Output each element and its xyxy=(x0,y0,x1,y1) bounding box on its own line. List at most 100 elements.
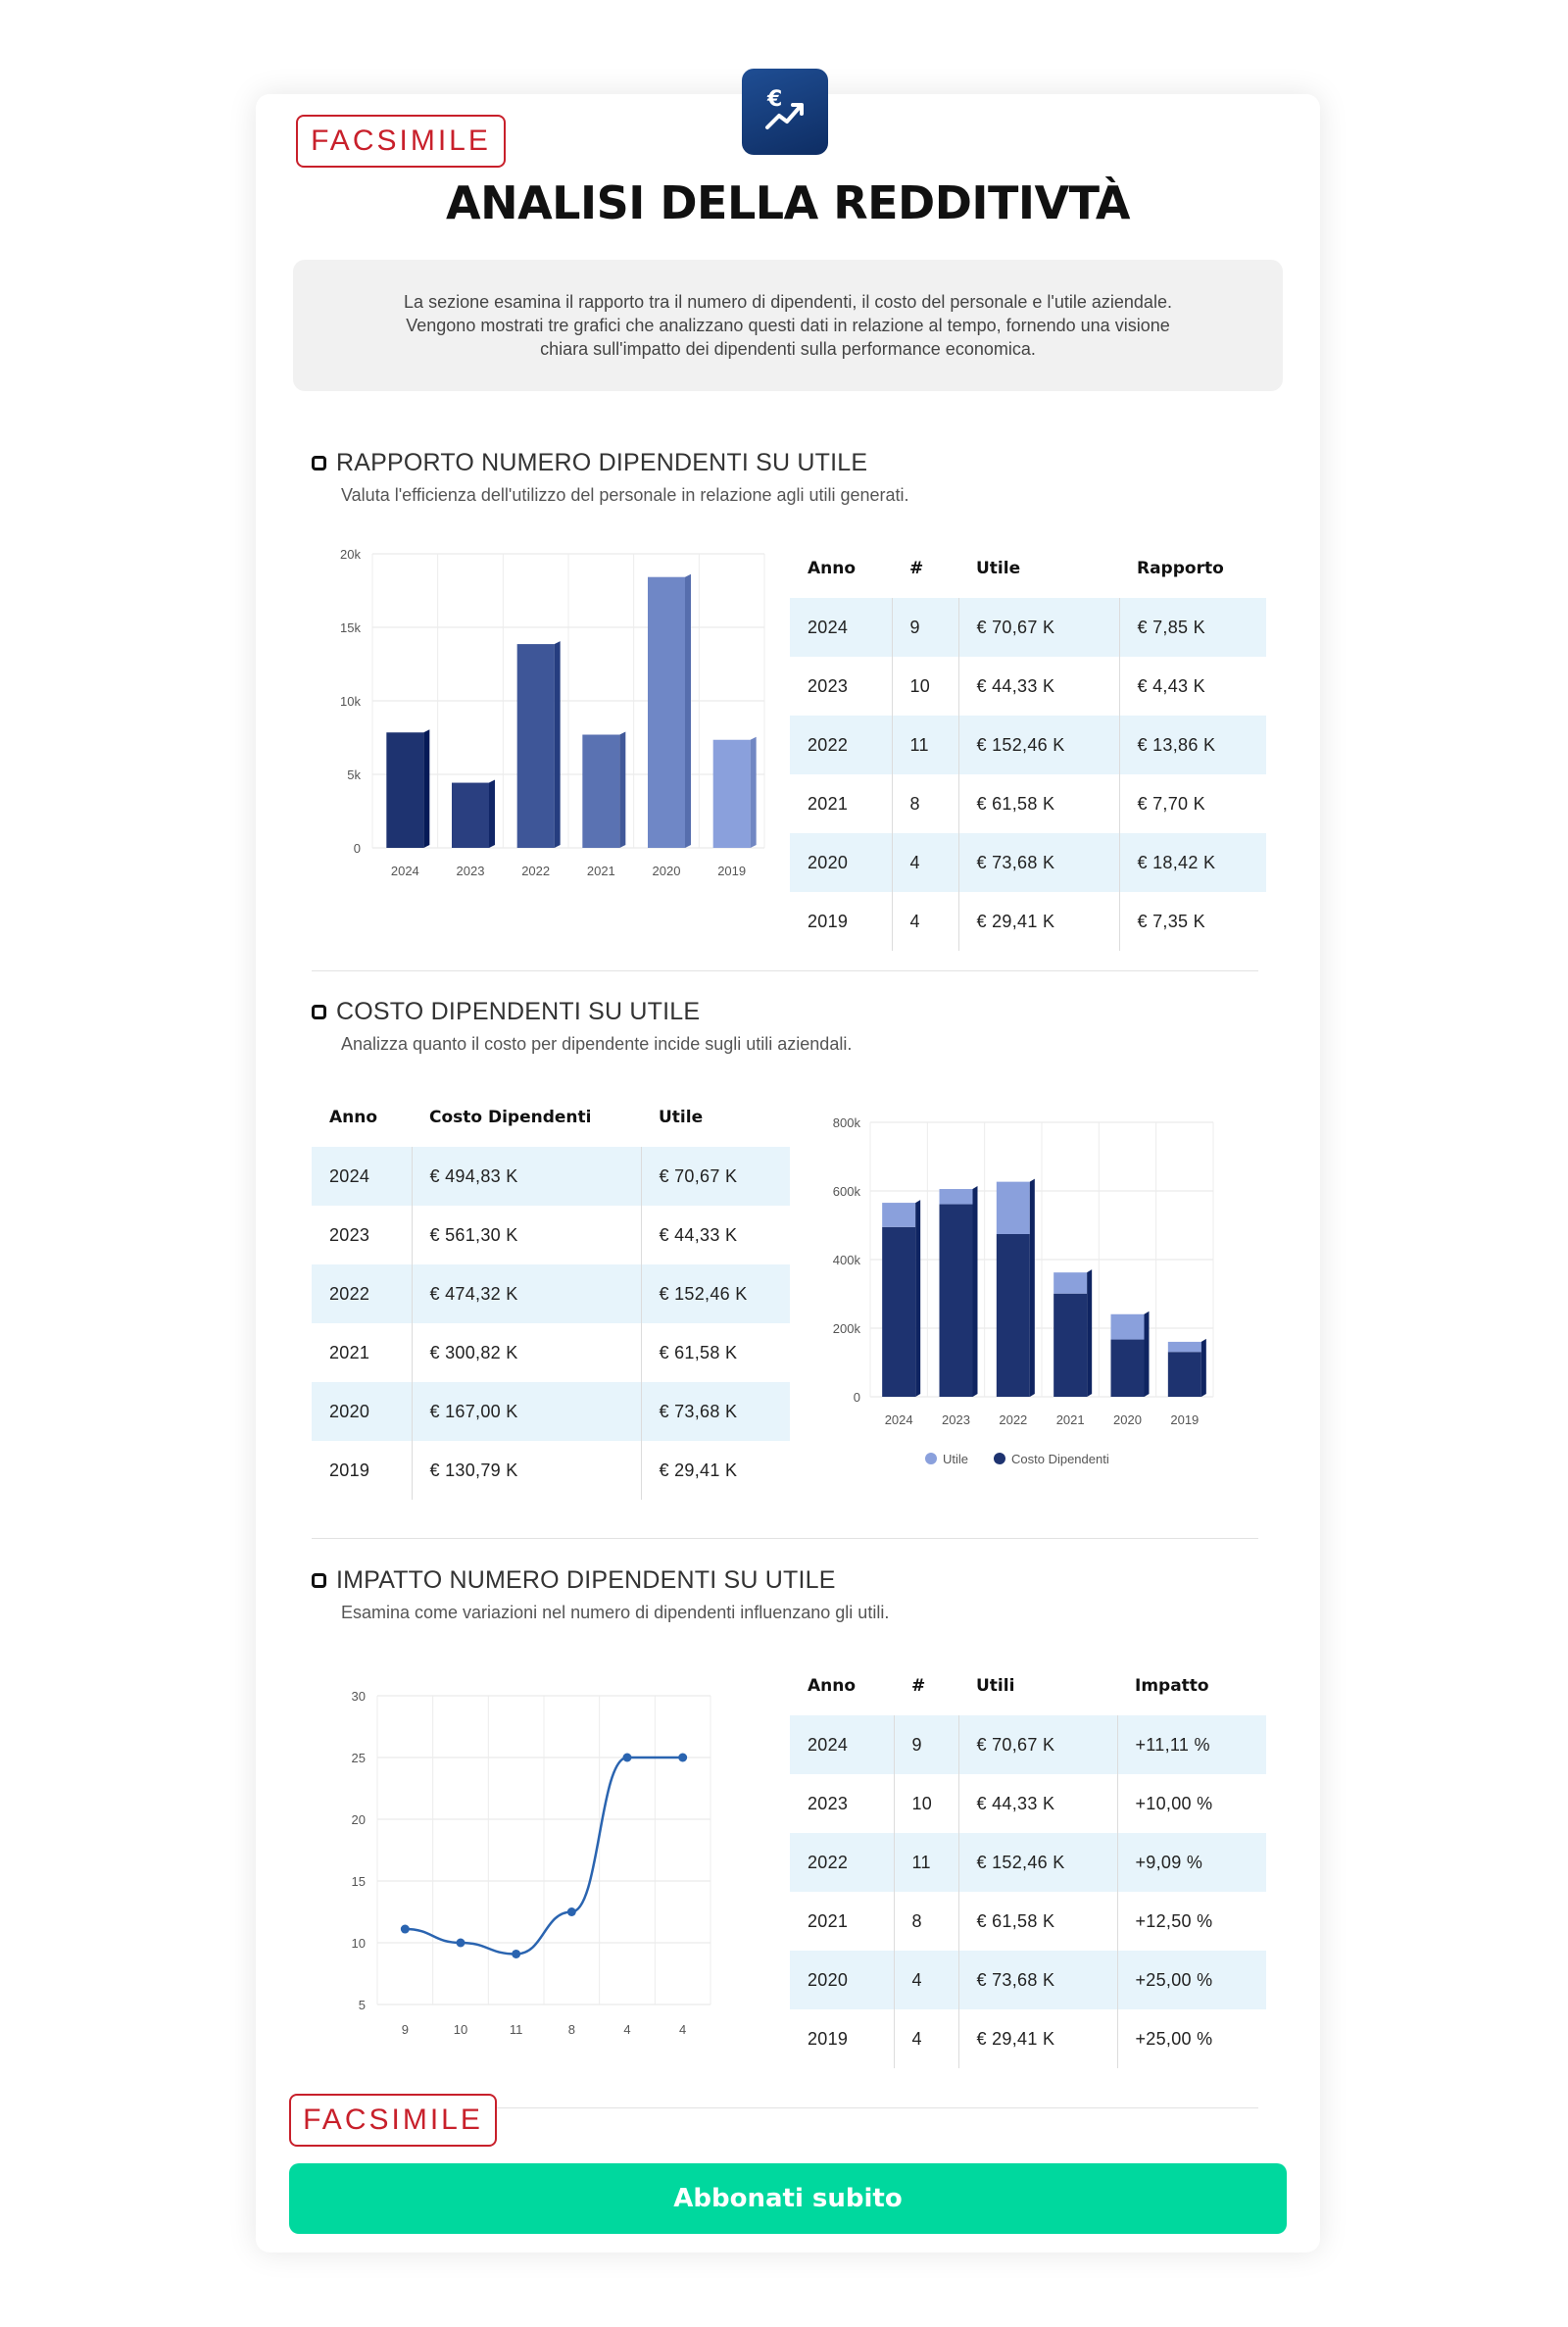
header-utile: Utile xyxy=(659,1108,704,1127)
bar-side xyxy=(915,1200,921,1397)
y-tick-label: 15k xyxy=(340,620,361,635)
table-cell: € 152,46 K xyxy=(957,716,1119,774)
bar-side xyxy=(554,641,561,848)
table-cell: € 44,33 K xyxy=(957,657,1119,716)
table-row: 2024 € 494,83 K € 70,67 K xyxy=(312,1147,790,1206)
table-cell: 4 xyxy=(893,1951,958,2009)
bar-side xyxy=(1087,1269,1093,1397)
table-cell: 11 xyxy=(893,1833,958,1892)
table-row: 2023 € 561,30 K € 44,33 K xyxy=(312,1206,790,1264)
table-header-row: Anno Costo Dipendenti Utile xyxy=(312,1088,790,1147)
header-costo-dipendenti: Costo Dipendenti xyxy=(429,1108,592,1127)
legend-marker-costo xyxy=(994,1453,1005,1464)
bar-side xyxy=(972,1186,978,1397)
table-header-row: Anno # Utili Impatto xyxy=(790,1657,1266,1715)
bar-side xyxy=(1029,1178,1035,1397)
square-bullet-icon xyxy=(312,456,326,470)
bar-side xyxy=(423,729,430,848)
table-cell: 2019 xyxy=(808,2028,849,2049)
table-cell: € 7,35 K xyxy=(1118,892,1266,951)
section-header-impatto: IMPATTO NUMERO DIPENDENTI SU UTILE xyxy=(312,1566,836,1595)
bar-costo-dipendenti xyxy=(1054,1293,1088,1397)
section-divider xyxy=(312,1538,1258,1539)
x-tick-label: 10 xyxy=(454,2022,467,2037)
bar-chart-rapporto: 0 5k 10k 15k 20k 2024 2023 2022 2021 2020 2019 xyxy=(340,547,765,878)
y-tick-label: 600k xyxy=(833,1184,861,1199)
table-cell: € 130,79 K xyxy=(411,1441,641,1500)
x-tick-label: 2021 xyxy=(1056,1412,1085,1427)
table-cell: € 18,42 K xyxy=(1118,833,1266,892)
table-cell: € 561,30 K xyxy=(411,1206,641,1264)
table-cell: 2024 xyxy=(790,1715,894,1774)
section-divider xyxy=(312,2107,1258,2108)
table-row: 2023 10 € 44,33 K +10,00 % xyxy=(790,1774,1266,1833)
table-cell: +10,00 % xyxy=(1116,1774,1266,1833)
table-cell: 4 xyxy=(891,892,958,951)
table-cell: +25,00 % xyxy=(1116,1951,1266,2009)
table-cell: € 152,46 K xyxy=(640,1264,790,1323)
table-cell: 8 xyxy=(891,774,958,833)
table-cell: 4 xyxy=(893,2009,958,2068)
table-cell: 2020 xyxy=(312,1382,412,1441)
table-row: 2023 10 € 44,33 K € 4,43 K xyxy=(790,657,1266,716)
table-cell: € 7,85 K xyxy=(1118,598,1266,657)
bar-costo-dipendenti xyxy=(939,1204,973,1397)
table-row: 2021 8 € 61,58 K +12,50 % xyxy=(790,1892,1266,1951)
table-cell: 4 xyxy=(891,833,958,892)
x-tick-label: 2024 xyxy=(391,864,419,878)
header-count: # xyxy=(911,1676,926,1696)
section-divider xyxy=(312,970,1258,971)
table-cell: 2021 xyxy=(329,1342,370,1362)
table-cell: 2024 xyxy=(312,1147,412,1206)
x-tick-label: 2024 xyxy=(885,1412,913,1427)
table-cell: 11 xyxy=(891,716,958,774)
table-cell: € 7,70 K xyxy=(1118,774,1266,833)
bar-side xyxy=(1200,1338,1206,1397)
data-point xyxy=(622,1753,632,1762)
table-cell: 2023 xyxy=(808,675,849,696)
table-row: 2019 4 € 29,41 K € 7,35 K xyxy=(790,892,1266,951)
bar xyxy=(712,739,751,848)
table-cell: € 73,68 K xyxy=(640,1382,790,1441)
section-subtitle: Analizza quanto il costo per dipendente … xyxy=(341,1034,853,1054)
x-tick-label: 2020 xyxy=(1113,1412,1142,1427)
bar-utile xyxy=(1054,1272,1088,1294)
table-cell: 2023 xyxy=(808,1793,849,1813)
square-bullet-icon xyxy=(312,1005,326,1019)
table-cell: € 61,58 K xyxy=(957,774,1119,833)
x-tick-label: 4 xyxy=(623,2022,630,2037)
bar-costo-dipendenti xyxy=(996,1233,1030,1397)
table-cell: 2020 xyxy=(790,1951,894,2009)
table-cell: € 61,58 K xyxy=(957,1892,1117,1951)
subscribe-button[interactable]: Abbonati subito xyxy=(289,2163,1287,2234)
table-cell: € 44,33 K xyxy=(957,1774,1117,1833)
table-cell: € 73,68 K xyxy=(957,1951,1117,2009)
data-point xyxy=(566,1907,576,1916)
intro-text: La sezione esamina il rapporto tra il nu… xyxy=(404,292,1172,359)
x-tick-label: 11 xyxy=(510,2022,523,2037)
bar-side xyxy=(685,573,691,848)
table-cell: +12,50 % xyxy=(1116,1892,1266,1951)
y-tick-label: 20 xyxy=(352,1812,366,1827)
x-tick-label: 2023 xyxy=(457,864,485,878)
header-anno: Anno xyxy=(808,1676,857,1696)
table-row: 2020 4 € 73,68 K € 18,42 K xyxy=(790,833,1266,892)
data-point xyxy=(456,1938,466,1948)
table-row: 2022 € 474,32 K € 152,46 K xyxy=(312,1264,790,1323)
table-cell: € 73,68 K xyxy=(957,833,1119,892)
y-tick-label: 30 xyxy=(352,1689,366,1704)
square-bullet-icon xyxy=(312,1573,326,1588)
table-row: 2024 9 € 70,67 K € 7,85 K xyxy=(790,598,1266,657)
table-cell: 2023 xyxy=(329,1224,370,1245)
table-row: 2019 € 130,79 K € 29,41 K xyxy=(312,1441,790,1500)
y-tick-label: 0 xyxy=(854,1390,860,1405)
y-tick-label: 200k xyxy=(833,1321,861,1336)
bar xyxy=(648,576,685,848)
bar-utile xyxy=(1167,1341,1201,1353)
y-tick-label: 25 xyxy=(352,1751,366,1765)
bar xyxy=(452,782,489,848)
table-cell: 2021 xyxy=(808,793,849,814)
y-tick-label: 20k xyxy=(340,547,361,562)
table-cell: € 29,41 K xyxy=(957,892,1119,951)
bar-costo-dipendenti xyxy=(1167,1352,1201,1397)
